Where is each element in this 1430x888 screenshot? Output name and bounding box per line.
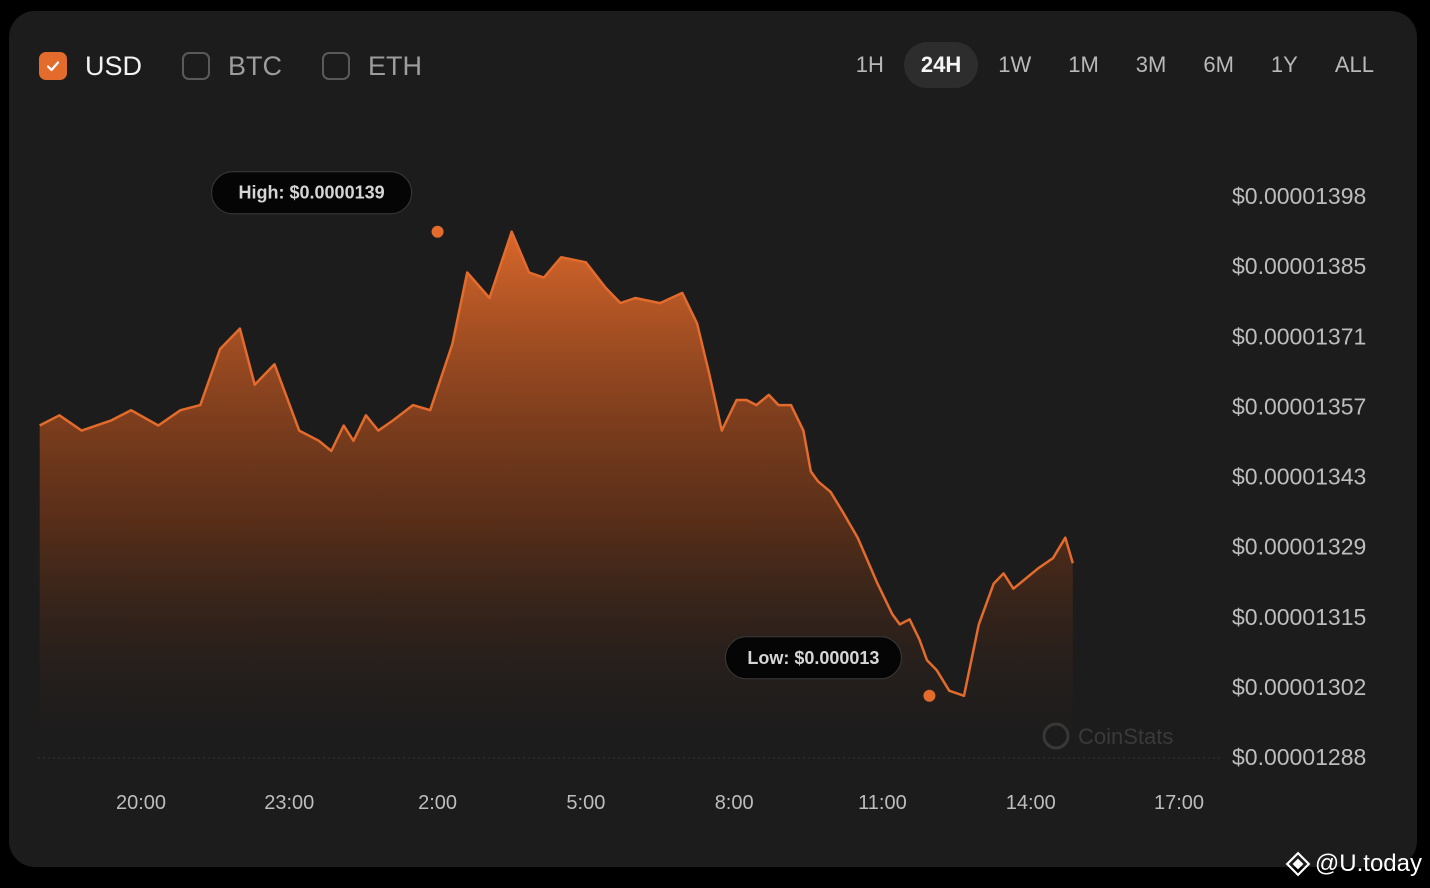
currency-label: USD	[85, 50, 143, 81]
utoday-brand: @U.today	[1285, 850, 1422, 878]
price-area-fill	[39, 231, 1073, 757]
range-button-1h[interactable]: 1H	[855, 52, 884, 77]
low-tooltip-text: Low: $0.000013	[747, 648, 879, 668]
watermark-text: CoinStats	[1078, 724, 1173, 749]
y-tick-label: $0.00001315	[1232, 604, 1366, 630]
checkbox[interactable]	[322, 52, 351, 80]
x-tick-label: 14:00	[1006, 792, 1056, 814]
range-button-6m[interactable]: 6M	[1203, 52, 1234, 77]
currency-toggle-usd[interactable]: USD	[39, 51, 142, 82]
low-point	[923, 689, 936, 702]
checkbox[interactable]	[39, 52, 67, 80]
currency-label: BTC	[228, 50, 283, 81]
y-tick-label: $0.00001357	[1232, 393, 1366, 419]
currency-toggle-eth[interactable]: ETH	[322, 51, 422, 82]
range-button-1w[interactable]: 1W	[998, 52, 1032, 77]
y-tick-label: $0.00001288	[1232, 744, 1366, 770]
x-tick-label: 20:00	[116, 792, 166, 814]
x-tick-label: 8:00	[715, 792, 754, 814]
brand-text: @U.today	[1314, 850, 1422, 877]
range-button-1y[interactable]: 1Y	[1270, 52, 1298, 77]
range-button-all[interactable]: ALL	[1334, 52, 1374, 77]
checkmark-icon	[46, 61, 60, 72]
low-tooltip	[724, 636, 902, 680]
time-range-selector: 1H 24H 1W 1M 3M 6M 1Y ALL	[836, 42, 1391, 88]
currency-label: ETH	[368, 50, 423, 81]
x-tick-label: 17:00	[1154, 792, 1204, 814]
currency-selector: USD BTC ETH	[39, 47, 462, 85]
high-tooltip-text: High: $0.0000139	[239, 183, 385, 203]
currency-toggle-btc[interactable]: BTC	[182, 51, 282, 82]
y-tick-label: $0.00001302	[1232, 674, 1366, 700]
y-tick-label: $0.00001398	[1232, 183, 1366, 209]
high-point	[431, 225, 444, 238]
y-tick-label: $0.00001385	[1232, 253, 1366, 279]
range-button-24h[interactable]: 24H	[903, 42, 979, 88]
y-tick-label: $0.00001329	[1232, 534, 1366, 560]
x-tick-label: 23:00	[264, 792, 314, 814]
x-tick-label: 11:00	[858, 792, 907, 814]
price-line	[39, 230, 1074, 698]
range-button-1m[interactable]: 1M	[1068, 52, 1099, 77]
high-tooltip	[211, 171, 413, 215]
range-button-3m[interactable]: 3M	[1135, 52, 1167, 77]
x-tick-label: 5:00	[566, 792, 605, 814]
y-tick-label: $0.00001343	[1232, 464, 1366, 490]
diamond-logo-icon	[1285, 851, 1311, 877]
x-tick-label: 2:00	[418, 792, 457, 814]
y-tick-label: $0.00001371	[1232, 323, 1366, 349]
checkbox[interactable]	[182, 52, 211, 80]
